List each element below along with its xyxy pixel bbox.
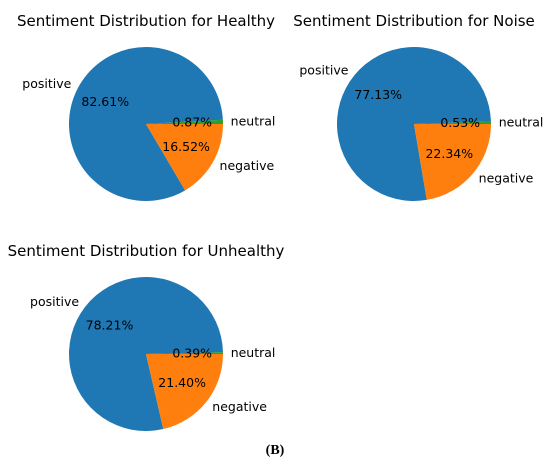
percent-label-negative: 21.40% (158, 375, 206, 390)
percent-label-neutral: 0.39% (172, 345, 212, 360)
pie-chart-noise: Sentiment Distribution for Noise neutral… (293, 12, 544, 202)
pie-slice-positive (69, 46, 223, 201)
pie-chart-unhealthy: Sentiment Distribution for Unhealthy neu… (8, 242, 285, 432)
percent-label-positive: 82.61% (81, 94, 129, 109)
slice-label-negative: negative (220, 158, 275, 173)
pie-chart-healthy: Sentiment Distribution for Healthy neutr… (17, 12, 275, 201)
percent-label-positive: 77.13% (354, 87, 402, 102)
chart-title: Sentiment Distribution for Healthy (17, 12, 275, 30)
pie-slice-neutral (146, 352, 223, 354)
percent-label-negative: 16.52% (162, 139, 210, 154)
slice-label-neutral: neutral (231, 114, 276, 129)
slice-label-positive: positive (299, 62, 348, 77)
slice-label-negative: negative (212, 399, 267, 414)
percent-label-positive: 78.21% (86, 318, 134, 333)
slice-label-positive: positive (22, 76, 71, 91)
slice-label-negative: negative (479, 171, 534, 186)
percent-label-neutral: 0.87% (172, 115, 212, 130)
pie-slice-positive (337, 46, 491, 202)
pie-slice-negative (146, 124, 223, 191)
slice-label-neutral: neutral (499, 115, 544, 130)
slice-label-neutral: neutral (231, 345, 276, 360)
chart-title: Sentiment Distribution for Unhealthy (8, 242, 285, 260)
slice-label-positive: positive (30, 294, 79, 309)
figure-caption: (B) (265, 443, 285, 458)
pie-slice-positive (68, 277, 223, 432)
pie-slice-negative (146, 354, 223, 430)
percent-label-neutral: 0.53% (440, 115, 480, 130)
pie-slice-negative (414, 124, 491, 200)
percent-label-negative: 22.34% (425, 146, 473, 161)
pie-slice-neutral (414, 121, 491, 124)
pie-slice-neutral (146, 119, 223, 124)
chart-title: Sentiment Distribution for Noise (293, 12, 535, 30)
